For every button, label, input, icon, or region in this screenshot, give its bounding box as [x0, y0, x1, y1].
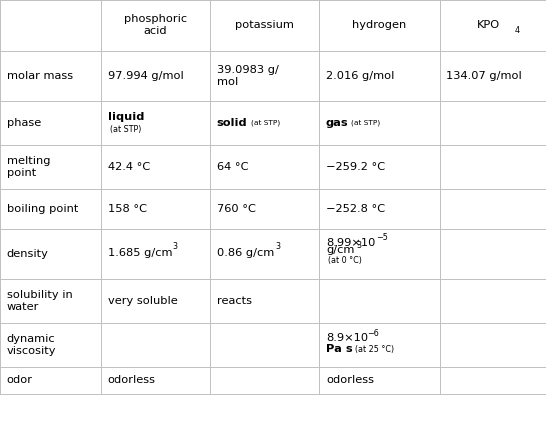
Text: (at STP): (at STP) — [351, 120, 381, 126]
Text: 3: 3 — [276, 242, 281, 252]
Text: 134.07 g/mol: 134.07 g/mol — [446, 71, 522, 81]
Text: 39.0983 g/
mol: 39.0983 g/ mol — [217, 65, 278, 86]
Text: phosphoric
acid: phosphoric acid — [124, 15, 187, 36]
Text: potassium: potassium — [235, 20, 294, 30]
Text: g/cm: g/cm — [326, 245, 354, 256]
Text: −252.8 °C: −252.8 °C — [326, 204, 385, 214]
Text: (at STP): (at STP) — [251, 120, 280, 126]
Text: −259.2 °C: −259.2 °C — [326, 162, 385, 172]
Text: molar mass: molar mass — [7, 71, 73, 81]
Text: density: density — [7, 249, 49, 259]
Text: (at 25 °C): (at 25 °C) — [355, 345, 395, 354]
Text: 760 °C: 760 °C — [217, 204, 256, 214]
Text: odor: odor — [7, 375, 33, 386]
Text: boiling point: boiling point — [7, 204, 78, 214]
Text: reacts: reacts — [217, 296, 252, 306]
Text: 3: 3 — [356, 241, 361, 250]
Text: 97.994 g/mol: 97.994 g/mol — [108, 71, 183, 81]
Text: 8.99×10: 8.99×10 — [326, 238, 375, 248]
Text: gas: gas — [326, 118, 348, 128]
Text: melting
point: melting point — [7, 156, 50, 178]
Text: −5: −5 — [376, 233, 388, 242]
Text: dynamic
viscosity: dynamic viscosity — [7, 334, 56, 356]
Text: solubility in
water: solubility in water — [7, 290, 72, 312]
Text: KPO: KPO — [477, 20, 500, 30]
Text: 42.4 °C: 42.4 °C — [108, 162, 150, 172]
Text: 3: 3 — [172, 242, 177, 252]
Text: solid: solid — [217, 118, 247, 128]
Text: 2.016 g/mol: 2.016 g/mol — [326, 71, 394, 81]
Text: 1.685 g/cm: 1.685 g/cm — [108, 247, 172, 258]
Text: hydrogen: hydrogen — [352, 20, 407, 30]
Text: odorless: odorless — [326, 375, 374, 386]
Text: −6: −6 — [367, 329, 379, 338]
Text: odorless: odorless — [108, 375, 156, 386]
Text: phase: phase — [7, 118, 41, 128]
Text: Pa s: Pa s — [326, 345, 353, 354]
Text: 8.9×10: 8.9×10 — [326, 333, 368, 343]
Text: 64 °C: 64 °C — [217, 162, 248, 172]
Text: 0.86 g/cm: 0.86 g/cm — [217, 247, 274, 258]
Text: 4: 4 — [514, 26, 519, 35]
Text: very soluble: very soluble — [108, 296, 177, 306]
Text: 158 °C: 158 °C — [108, 204, 146, 214]
Text: liquid: liquid — [108, 113, 144, 122]
Text: (at STP): (at STP) — [110, 125, 141, 134]
Text: (at 0 °C): (at 0 °C) — [328, 256, 362, 265]
